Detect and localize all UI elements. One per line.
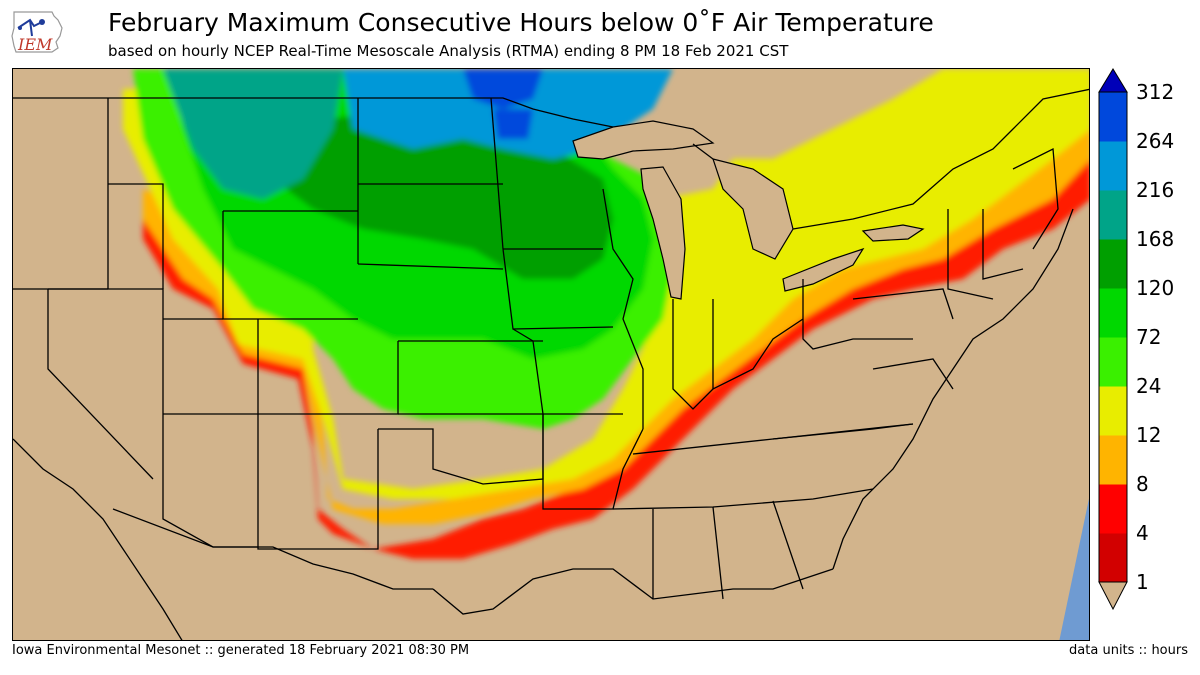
mexico-border (112, 508, 433, 590)
colorbar-tick-label: 168 (1136, 227, 1175, 251)
border-ny-pa (852, 288, 954, 320)
contour-deepblue (463, 69, 543, 109)
political-boundaries (13, 88, 1089, 640)
colorbar-band (1099, 337, 1127, 387)
colorbar (1098, 68, 1128, 611)
border-ms-al (652, 500, 804, 600)
contour-teal (163, 69, 343, 199)
border-sd-ne (357, 263, 504, 270)
border-ia-mo (512, 328, 623, 415)
footer-credit: Iowa Environmental Mesonet :: generated … (12, 643, 470, 658)
colorbar-tick-label: 120 (1136, 276, 1175, 300)
colorbar-band (1099, 190, 1127, 240)
colorbar-frame (1098, 91, 1128, 583)
border-in-oh (712, 299, 804, 391)
border-co (257, 319, 399, 415)
colorbar-tick-label: 1 (1136, 570, 1149, 594)
colorbar-band (1099, 239, 1127, 289)
contour-deepblue-2 (493, 109, 533, 139)
footer-units: data units :: hours (1069, 643, 1188, 658)
atlantic-coast (832, 208, 1074, 570)
border-new-england (947, 147, 1059, 300)
colorbar-band (1099, 484, 1127, 534)
colorbar-band (1099, 435, 1127, 485)
gulf-coast (432, 568, 834, 615)
pacific-coast (13, 438, 183, 640)
lake-superior (572, 120, 715, 160)
colorbar-band (1099, 288, 1127, 338)
border-nm (257, 414, 379, 550)
iem-logo: IEM (11, 11, 63, 54)
colorbar-band (1099, 141, 1127, 191)
colorbar-tick-label: 72 (1136, 325, 1162, 349)
colorbar-band (1099, 386, 1127, 436)
colorbar-tick-label: 8 (1136, 472, 1149, 496)
lake-michigan (640, 166, 686, 300)
border-ca-nv (47, 289, 154, 480)
border-oh-pa (802, 279, 913, 350)
colorbar-tick-label: 312 (1136, 80, 1175, 104)
border-il-in (672, 299, 714, 410)
colorbar-tick-label: 216 (1136, 178, 1175, 202)
border-us-canada (13, 88, 1089, 230)
colorbar-tick-label: 24 (1136, 374, 1162, 398)
colorbar-under-arrow (1098, 581, 1128, 611)
border-wi-il (602, 188, 644, 429)
colorbar-tick-label: 4 (1136, 521, 1149, 545)
map-subtitle: based on hourly NCEP Real-Time Mesoscale… (108, 42, 789, 60)
map-canvas (13, 69, 1089, 640)
colorbar-tick-label: 264 (1136, 129, 1175, 153)
map-panel (12, 68, 1090, 641)
map-title: February Maximum Consecutive Hours below… (108, 8, 934, 37)
colorbar-band (1099, 92, 1127, 142)
ocean-area (1059, 498, 1089, 640)
colorbar-band (1099, 533, 1127, 583)
border-or-id (13, 183, 164, 290)
lake-huron (712, 158, 794, 260)
colorbar-over-arrow (1098, 68, 1128, 93)
border-tn-ms (612, 488, 874, 510)
logo-text: IEM (17, 35, 53, 54)
border-nd-mn (490, 97, 504, 250)
lake-ontario (861, 224, 925, 242)
contour-yellow (123, 69, 1089, 499)
colorbar-tick-label: 12 (1136, 423, 1162, 447)
